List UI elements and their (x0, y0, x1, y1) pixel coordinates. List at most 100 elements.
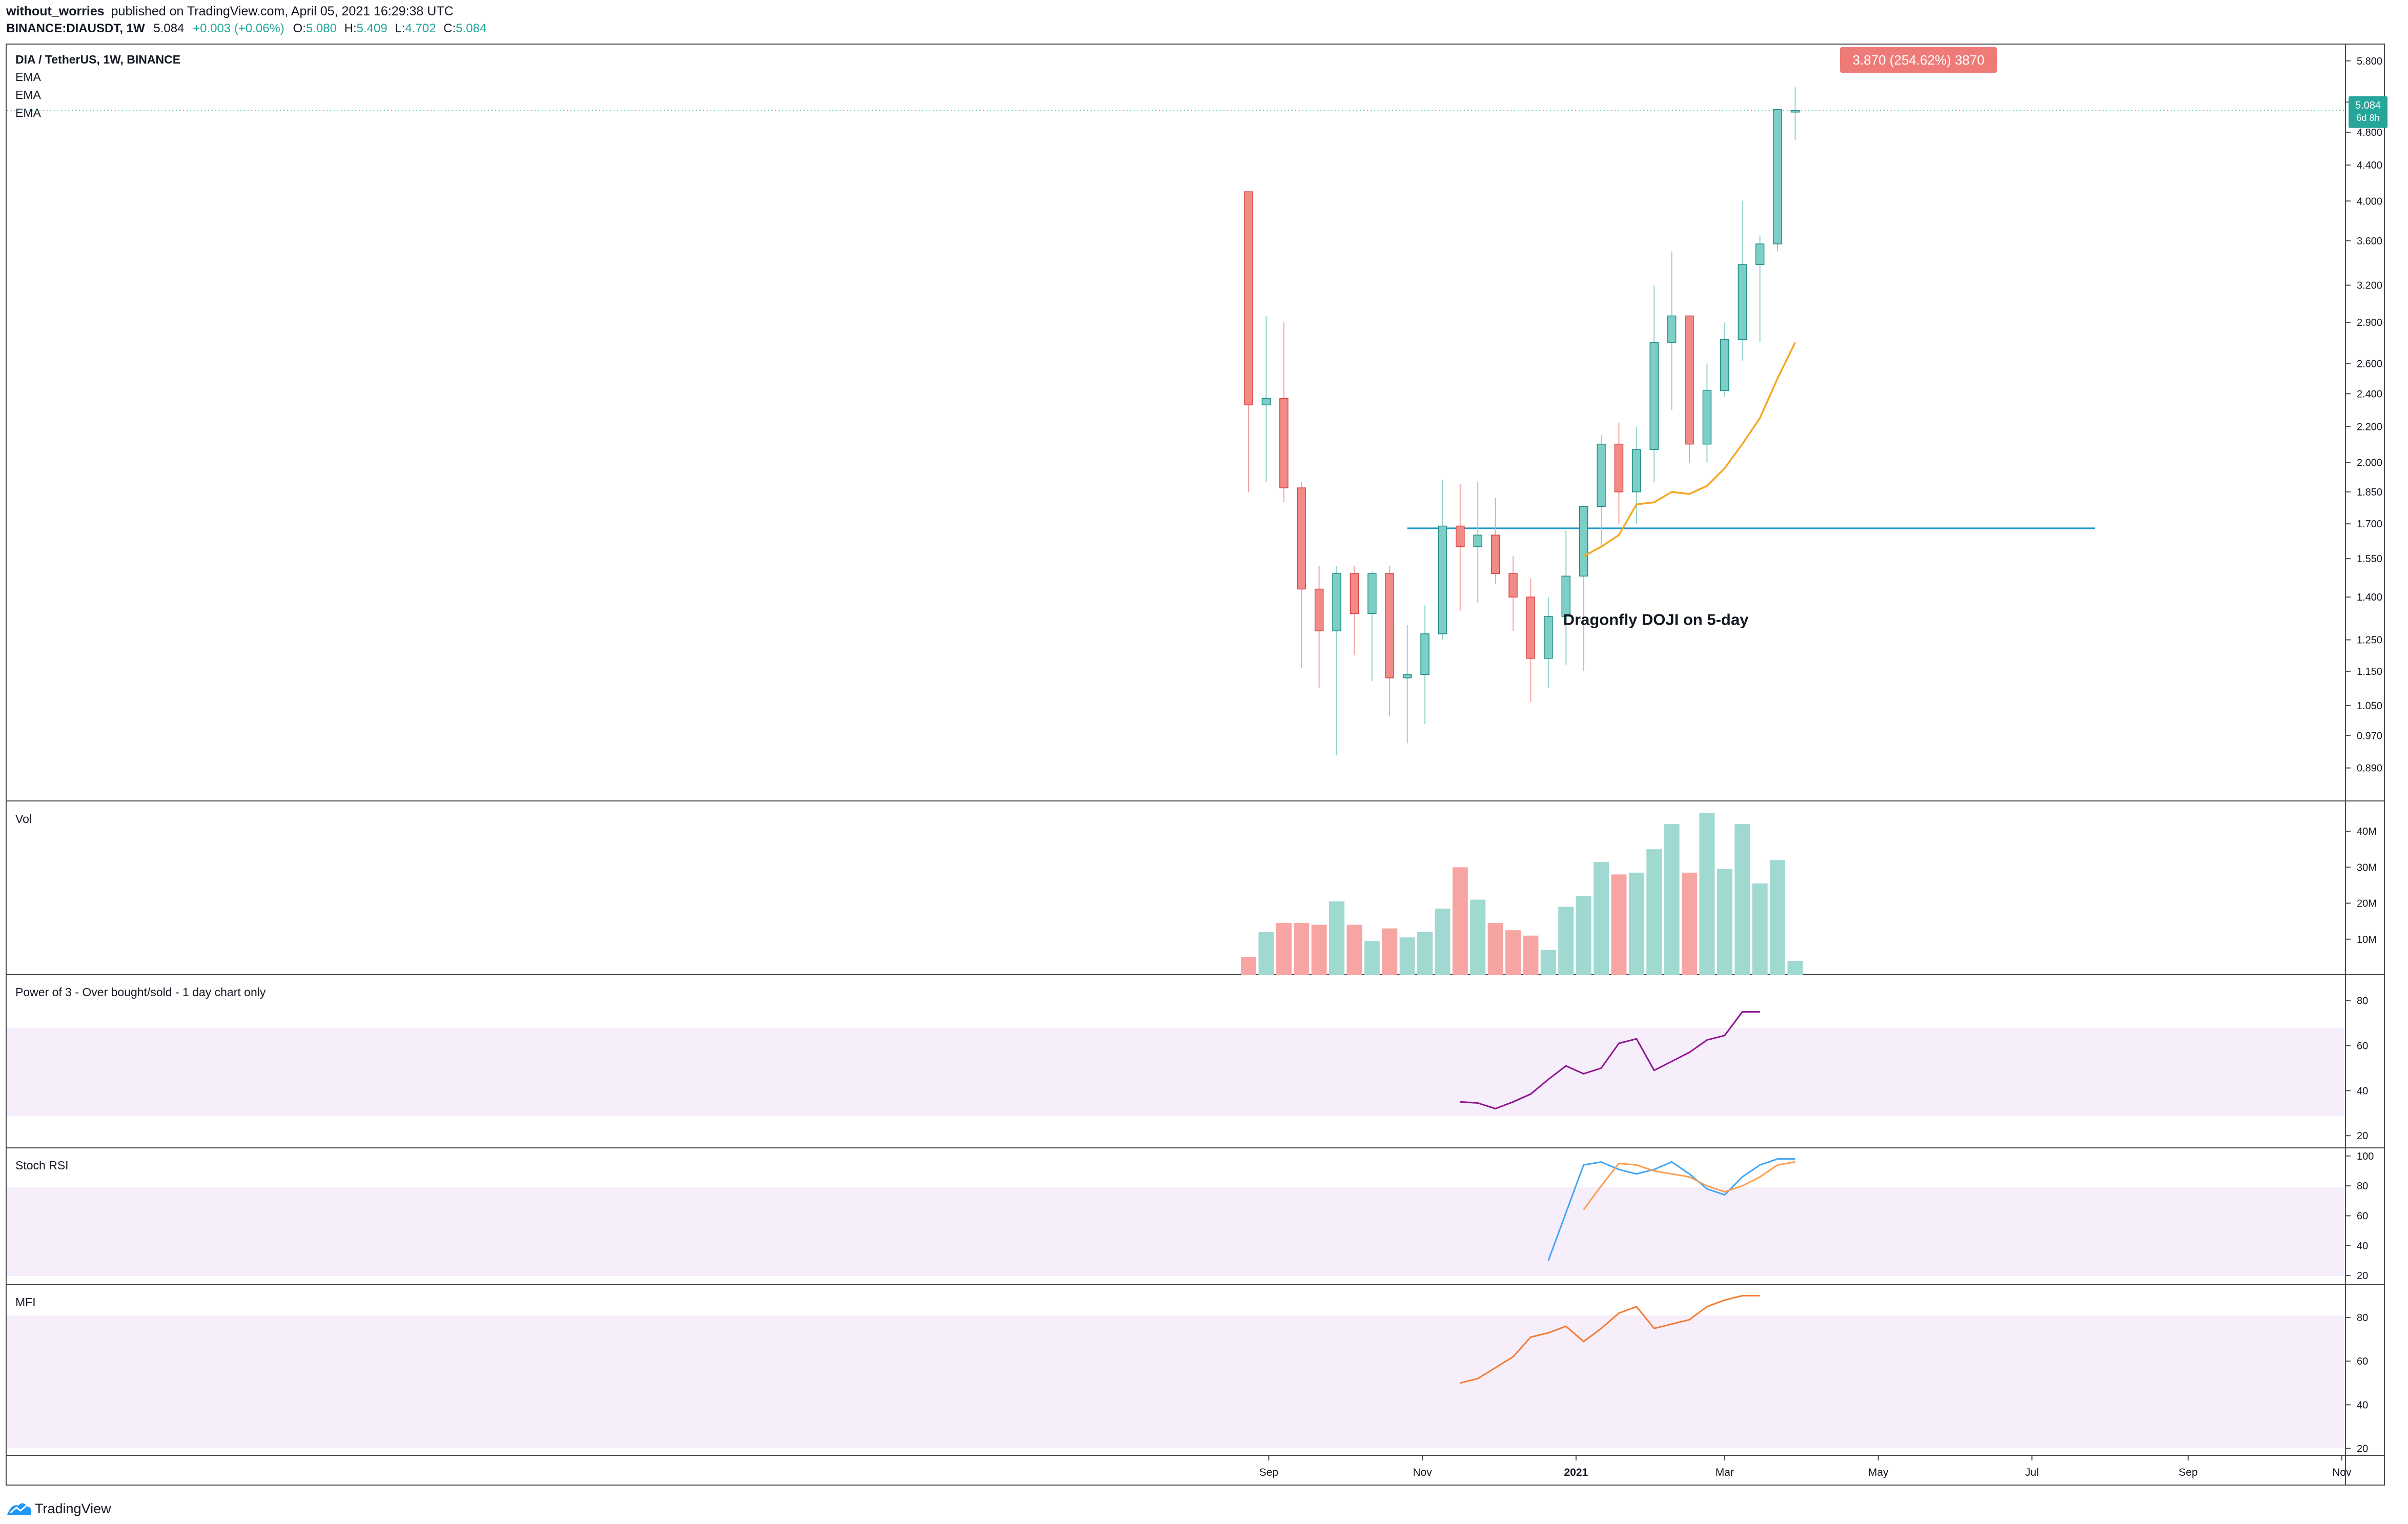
mfi-tick-label: 60 (2357, 1356, 2368, 1367)
volume-bar (1646, 849, 1662, 975)
volume-bar (1523, 935, 1539, 975)
candle-body (1561, 575, 1570, 617)
tradingview-logo[interactable]: TradingView (7, 1501, 111, 1516)
main-pane-title: DIA / TetherUS, 1W, BINANCE (15, 53, 180, 66)
candle-body (1420, 633, 1430, 675)
volume-bar (1487, 923, 1503, 975)
stoch-tick-label: 80 (2357, 1181, 2368, 1192)
volume-bar (1628, 872, 1644, 975)
time-tick-label: 2021 (1564, 1467, 1588, 1478)
power3-tick-label: 80 (2357, 996, 2368, 1007)
measure-label-background (1840, 47, 1997, 73)
volume-bar (1611, 874, 1627, 975)
candle-body (1579, 506, 1588, 576)
candle-body (1456, 525, 1465, 547)
volume-bar (1558, 907, 1574, 975)
volume-bar (1717, 869, 1732, 975)
candle-body (1332, 573, 1341, 631)
volume-pane (1241, 813, 1803, 975)
candle-body (1632, 449, 1641, 492)
price-tick-label: 4.400 (2357, 160, 2382, 171)
price-tick-label: 3.600 (2357, 236, 2382, 247)
volume-bar (1399, 937, 1415, 975)
candle-body (1526, 596, 1536, 659)
stoch-tick-label: 60 (2357, 1211, 2368, 1222)
price-tick-label: 0.970 (2357, 730, 2382, 742)
power3-tick-label: 40 (2357, 1085, 2368, 1097)
candle-body (1491, 534, 1500, 574)
mfi-line (1460, 1295, 1760, 1384)
candle-body (1755, 243, 1765, 265)
axes: 5.8005.2004.8004.4004.0003.6003.2002.900… (1259, 56, 2382, 1478)
volume-bar (1452, 867, 1468, 975)
ohlc-c-label: C: (443, 22, 456, 35)
stoch-rsi-pane (1547, 1158, 1795, 1261)
volume-bar (1241, 957, 1256, 975)
mfi-tick-label: 80 (2357, 1312, 2368, 1324)
stoch-tick-label: 20 (2357, 1270, 2368, 1282)
dragonfly-doji-annotation[interactable]: Dragonfly DOJI on 5-day (1563, 611, 1749, 629)
vol-tick-label: 10M (2357, 934, 2377, 945)
power3-line (1460, 1011, 1760, 1110)
time-tick-label: Nov (1413, 1467, 1432, 1478)
ohlc-o-label: O: (293, 22, 306, 35)
price-tag-value: 5.084 (2355, 100, 2381, 111)
chart-frame (6, 44, 2385, 1486)
mfi-band (7, 1315, 2344, 1448)
candle-body (1314, 588, 1324, 631)
symbol-label: BINANCE:DIAUSDT, 1W (6, 22, 145, 35)
volume-bar (1329, 901, 1344, 975)
mfi-tick-label: 20 (2357, 1443, 2368, 1454)
brand-name: TradingView (35, 1501, 111, 1516)
candle-body (1614, 443, 1624, 492)
publish-line: without_worries published on TradingView… (6, 4, 454, 18)
volume-bar (1435, 909, 1451, 975)
ohlc-h-label: H: (344, 22, 357, 35)
stoch-tick-label: 100 (2357, 1151, 2374, 1162)
candle-body (1385, 573, 1394, 678)
last-price-value: 5.084 (153, 22, 184, 35)
mfi-tick-label: 40 (2357, 1399, 2368, 1411)
volume-bar (1311, 924, 1327, 975)
ema-legend-1: EMA (15, 70, 42, 84)
candle-body (1508, 573, 1518, 598)
time-tick-label: Jul (2025, 1467, 2039, 1478)
price-tick-label: 2.600 (2357, 358, 2382, 369)
volume-bar (1364, 941, 1380, 975)
time-tick-label: May (1868, 1467, 1889, 1478)
volume-bar (1258, 932, 1274, 975)
publish-info: published on TradingView.com, April 05, … (111, 4, 454, 18)
candle-body (1244, 191, 1253, 405)
measure-label[interactable]: 3.870 (254.62%) 3870 (1840, 47, 1997, 73)
price-tick-label: 4.800 (2357, 127, 2382, 138)
stoch-band (7, 1187, 2344, 1276)
candle-body (1702, 390, 1712, 445)
volume-bar (1276, 923, 1292, 975)
time-tick-label: Mar (1716, 1467, 1734, 1478)
volume-bar (1346, 924, 1362, 975)
volume-bar (1382, 928, 1398, 975)
price-tick-label: 1.150 (2357, 666, 2382, 677)
volume-bar (1470, 899, 1486, 975)
mfi-pane-title: MFI (15, 1295, 36, 1309)
price-tick-label: 2.400 (2357, 388, 2382, 400)
candle-body (1597, 443, 1606, 507)
candle-body (1438, 525, 1447, 634)
vol-pane-title: Vol (15, 812, 32, 826)
change-value: +0.003 (+0.06%) (193, 22, 284, 35)
price-tick-label: 1.850 (2357, 487, 2382, 498)
price-tick-label: 2.200 (2357, 421, 2382, 433)
author-name[interactable]: without_worries (6, 4, 105, 18)
candle-body (1720, 339, 1729, 392)
candle-body (1261, 398, 1271, 405)
candle-body (1790, 110, 1800, 113)
volume-bar (1294, 923, 1310, 975)
ema-legend-3: EMA (15, 106, 42, 119)
candle-body (1473, 534, 1482, 547)
price-tick-label: 1.250 (2357, 635, 2382, 646)
power3-pane (1460, 1011, 1760, 1110)
ohlc-o-value: 5.080 (306, 22, 337, 35)
power3-tick-label: 60 (2357, 1040, 2368, 1052)
power3-tick-label: 20 (2357, 1130, 2368, 1142)
